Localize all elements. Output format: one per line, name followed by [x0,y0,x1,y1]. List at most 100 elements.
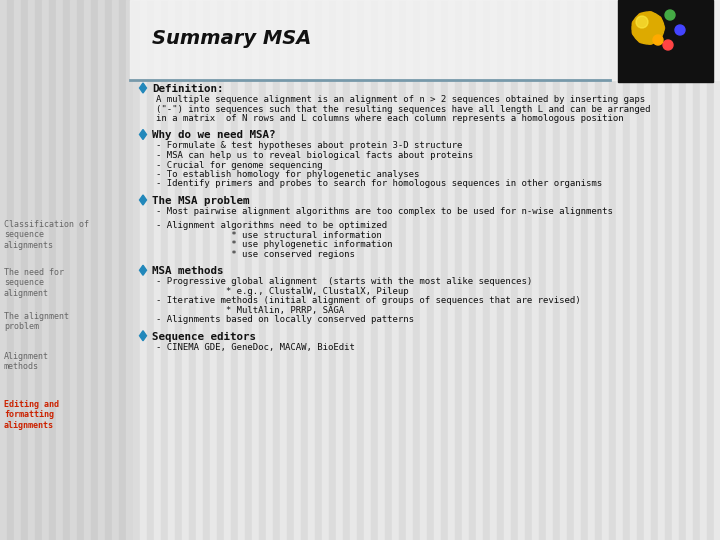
Bar [130,0,720,80]
Bar [322,0,329,540]
Bar [448,0,455,540]
Bar [588,0,595,540]
Bar [98,0,105,540]
Bar [658,0,665,540]
Bar [707,0,714,540]
Bar [273,0,280,540]
Text: Alignment
methods: Alignment methods [4,352,49,372]
Bar [371,0,378,540]
Text: in a matrix  of N rows and L columns where each column represents a homologous p: in a matrix of N rows and L columns wher… [156,114,624,123]
Bar [560,0,567,540]
Text: Why do we need MSA?: Why do we need MSA? [152,131,276,140]
Text: - Iterative methods (initial alignment of groups of sequences that are revised): - Iterative methods (initial alignment o… [156,296,580,305]
Bar [329,0,336,540]
Text: * use structural information: * use structural information [156,231,382,240]
Circle shape [663,40,673,50]
Bar [651,0,658,540]
Circle shape [657,24,665,31]
Bar [7,0,14,540]
Bar [672,0,679,540]
Bar [504,0,511,540]
Text: - Progressive global alignment  (starts with the most alike sequences): - Progressive global alignment (starts w… [156,277,532,286]
Circle shape [638,14,645,20]
Bar [553,0,560,540]
Bar [532,0,539,540]
Bar [350,0,357,540]
Bar [399,0,406,540]
Polygon shape [140,195,146,205]
Bar [714,0,720,540]
Bar [357,0,364,540]
Text: * e.g., ClustalW, ClustalX, Pileup: * e.g., ClustalW, ClustalX, Pileup [156,287,409,296]
Bar [231,0,238,540]
Text: - To establish homology for phylogenetic analyses: - To establish homology for phylogenetic… [156,170,419,179]
Bar [49,0,56,540]
Bar [203,0,210,540]
Text: Classification of
sequence
alignments: Classification of sequence alignments [4,220,89,250]
Bar [14,0,21,540]
Bar [413,0,420,540]
Text: Definition:: Definition: [152,84,223,94]
Bar [497,0,504,540]
Circle shape [632,12,664,44]
Bar [280,0,287,540]
Bar [84,0,91,540]
Bar [567,0,574,540]
Text: The need for
sequence
alignment: The need for sequence alignment [4,268,64,298]
Bar [161,0,168,540]
Text: MSA methods: MSA methods [152,266,223,276]
Circle shape [638,36,645,43]
Bar [70,0,77,540]
Bar [644,0,651,540]
Bar [308,0,315,540]
Text: - Formulate & test hypotheses about protein 3-D structure: - Formulate & test hypotheses about prot… [156,141,462,151]
Bar [574,0,581,540]
Bar [686,0,693,540]
Bar [196,0,203,540]
Text: - Alignments based on locally conserved patterns: - Alignments based on locally conserved … [156,315,414,324]
Bar [259,0,266,540]
Bar [182,0,189,540]
Text: The MSA problem: The MSA problem [152,196,250,206]
Bar [175,0,182,540]
Bar [616,0,623,540]
Bar [294,0,301,540]
Circle shape [653,35,663,45]
Bar [35,0,42,540]
Bar [427,0,434,540]
Bar [392,0,399,540]
Bar [679,0,686,540]
Text: - Identify primers and probes to search for homologous sequences in other organi: - Identify primers and probes to search … [156,179,602,188]
Bar [385,0,392,540]
Bar [63,0,70,540]
Bar [602,0,609,540]
Bar [252,0,259,540]
Bar [287,0,294,540]
Bar [238,0,245,540]
Bar [693,0,700,540]
Bar [518,0,525,540]
Text: - Most pairwise alignment algorithms are too complex to be used for n-wise align: - Most pairwise alignment algorithms are… [156,207,613,216]
Bar [483,0,490,540]
Bar [343,0,350,540]
Bar [364,0,371,540]
Bar [245,0,252,540]
Bar [525,0,532,540]
Bar [133,0,140,540]
Bar [315,0,322,540]
Text: Sequence editors: Sequence editors [152,332,256,342]
Bar [637,0,644,540]
Bar [0,0,7,540]
Bar [476,0,483,540]
Bar [217,0,224,540]
Circle shape [632,29,639,36]
Bar [112,0,119,540]
Bar [140,0,147,540]
Text: A multiple sequence alignment is an alignment of n > 2 sequences obtained by ins: A multiple sequence alignment is an alig… [156,95,645,104]
Text: Editing and
formatting
alignments: Editing and formatting alignments [4,400,59,430]
Bar [539,0,546,540]
Circle shape [636,16,648,28]
Bar [77,0,84,540]
Bar [441,0,448,540]
Bar [147,0,154,540]
